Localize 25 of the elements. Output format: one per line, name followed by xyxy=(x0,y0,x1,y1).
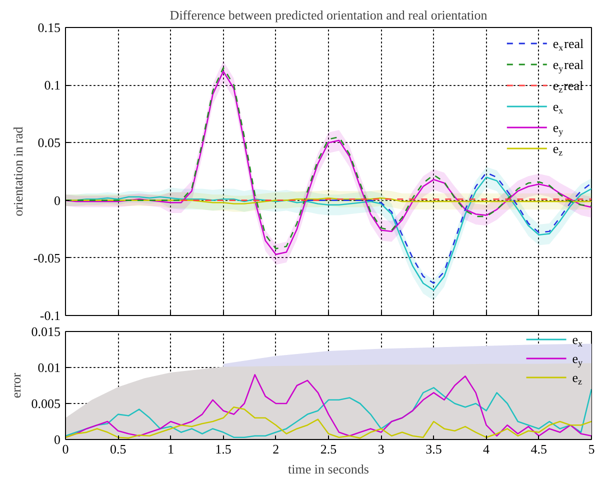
y-tick-label: -0.1 xyxy=(40,308,61,323)
y-tick-label: 0 xyxy=(54,432,60,447)
x-tick-label: 3 xyxy=(378,442,384,456)
y-tick-label: 0 xyxy=(54,192,60,208)
y-tick-label: 0.005 xyxy=(31,396,60,411)
y-tick-label: 0.15 xyxy=(38,20,60,35)
y-tick-label: 0.05 xyxy=(38,135,60,150)
y-tick-label: -0.05 xyxy=(33,250,61,266)
x-tick-label: 2.5 xyxy=(320,442,337,456)
x-tick-label: 4 xyxy=(483,442,490,456)
x-tick-label: 4.5 xyxy=(530,442,548,456)
y-tick-label: 0.1 xyxy=(44,78,60,93)
x-tick-label: 1.5 xyxy=(215,442,232,456)
y-tick-label: 0.01 xyxy=(38,360,60,375)
chart-title: Difference between predicted orientation and real orientation xyxy=(170,8,488,22)
y-axis-title: orientation in rad xyxy=(10,126,26,216)
x-tick-label: 5 xyxy=(588,442,595,456)
x-tick-label: 3.5 xyxy=(426,442,442,456)
x-tick-label: 1 xyxy=(167,442,174,456)
y-tick-label: 0.015 xyxy=(31,324,60,339)
line-series xyxy=(306,172,592,284)
x-tick-label: 2 xyxy=(272,442,280,456)
y-axis-title: error xyxy=(8,372,24,398)
x-tick-label: 0.5 xyxy=(110,442,126,456)
x-axis-title: time in seconds xyxy=(288,462,369,476)
